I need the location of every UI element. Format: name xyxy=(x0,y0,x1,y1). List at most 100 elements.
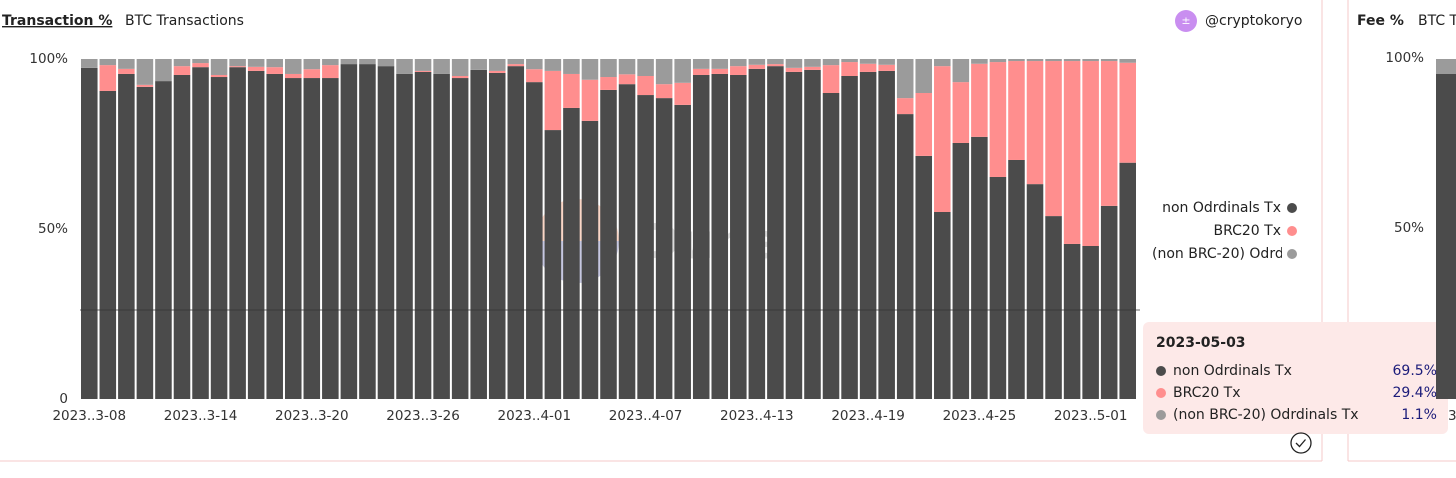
tooltip-value: 69.5% xyxy=(1393,363,1437,379)
bar-segment xyxy=(711,68,729,74)
bar-segment xyxy=(1063,243,1081,399)
bar-segment xyxy=(767,66,784,399)
bar-segment xyxy=(711,59,729,69)
bar-segment xyxy=(470,69,487,399)
bar-segment xyxy=(785,71,803,400)
bar-segment xyxy=(600,89,617,399)
bar-segment xyxy=(1026,59,1044,62)
bar-segment xyxy=(322,78,339,399)
tab[interactable]: BTC Transactions xyxy=(125,13,244,29)
bar-segment xyxy=(1063,61,1081,244)
bar-segment xyxy=(433,59,450,74)
bar-segment xyxy=(396,59,413,74)
second-active-tab[interactable]: Fee % xyxy=(1357,13,1404,29)
bar-segment xyxy=(229,67,246,399)
x-tick-label: 2023..3-20 xyxy=(275,408,349,424)
bar-segment xyxy=(1008,61,1025,160)
bar-segment xyxy=(303,78,321,399)
bar-segment xyxy=(971,136,988,400)
bar-segment xyxy=(488,72,506,399)
bar-segment xyxy=(896,114,914,399)
bar-segment xyxy=(266,67,283,74)
tooltip xyxy=(1143,322,1448,434)
bar-segment xyxy=(247,66,265,71)
second-y-tick-label: 100% xyxy=(1385,50,1424,66)
bar-segment xyxy=(99,59,117,66)
bar-segment xyxy=(785,59,803,68)
bar-segment xyxy=(878,64,895,71)
bar-segment xyxy=(637,76,654,96)
x-tick-label: 2023..4-25 xyxy=(943,408,1017,424)
bar-segment xyxy=(81,67,98,399)
x-tick-label: 2023..4-19 xyxy=(831,408,905,424)
bar-segment xyxy=(1119,59,1136,63)
bar-segment xyxy=(655,98,673,399)
bar-segment xyxy=(118,59,135,69)
bar-segment xyxy=(136,84,154,87)
bar-segment xyxy=(284,59,302,74)
bar-segment xyxy=(451,59,469,76)
bar-segment xyxy=(266,73,283,400)
bar-segment xyxy=(526,82,543,400)
bar-segment xyxy=(433,73,450,400)
x-tick-label: 2023..4-13 xyxy=(720,408,794,424)
bar-segment xyxy=(1119,162,1136,399)
bar-segment xyxy=(377,59,395,67)
bar-segment xyxy=(526,59,543,70)
tooltip-label: non Odrdinals Tx xyxy=(1173,363,1292,379)
bar-segment xyxy=(767,64,784,67)
second-tab[interactable]: BTC T xyxy=(1418,13,1456,29)
bar-segment xyxy=(247,70,265,400)
bar-segment xyxy=(637,59,654,76)
bar-segment xyxy=(674,82,691,105)
bar-segment xyxy=(173,66,191,75)
bar-segment xyxy=(859,71,877,400)
bar-segment xyxy=(451,76,469,79)
check-icon[interactable] xyxy=(1290,432,1312,454)
bar-segment xyxy=(451,78,469,399)
bar-segment xyxy=(1045,61,1062,217)
bar-segment xyxy=(192,59,209,64)
bar-segment xyxy=(952,82,970,143)
bar-segment xyxy=(711,73,729,400)
bar-segment xyxy=(284,78,302,399)
bar-segment xyxy=(841,62,858,76)
bar-segment xyxy=(748,68,766,400)
bar-segment xyxy=(804,69,821,399)
bar-segment xyxy=(637,95,654,399)
tooltip-dot xyxy=(1156,366,1166,376)
bar-segment xyxy=(878,70,895,400)
bar-segment xyxy=(692,74,710,399)
bar-segment xyxy=(581,79,599,121)
bar-segment xyxy=(581,59,599,80)
check-mark xyxy=(1295,439,1306,448)
bar-segment xyxy=(581,120,599,399)
bar-segment xyxy=(989,62,1007,177)
bar-segment xyxy=(322,65,339,79)
bar-segment xyxy=(730,74,747,399)
bar-segment xyxy=(1119,62,1136,163)
bar-segment xyxy=(303,69,321,79)
x-tick-label: 2023..3-26 xyxy=(386,408,460,424)
bar-segment xyxy=(507,59,525,65)
bar-segment xyxy=(934,66,951,212)
tooltip-dot xyxy=(1156,388,1166,398)
bar-segment xyxy=(470,59,487,70)
bar-segment xyxy=(841,59,858,63)
bar-segment xyxy=(600,59,617,78)
bar-segment xyxy=(414,71,432,400)
legend-label: BRC20 Tx xyxy=(1213,223,1281,239)
second-bar xyxy=(1436,74,1456,399)
bar-segment xyxy=(952,142,970,400)
x-tick-label: 2023..3-14 xyxy=(164,408,238,424)
bar-segment xyxy=(210,74,228,78)
bar-segment xyxy=(118,73,135,400)
bar-segment xyxy=(563,107,580,400)
active-tab[interactable]: Transaction % xyxy=(2,13,112,29)
bar-segment xyxy=(377,66,395,399)
author[interactable]: @cryptokoryo xyxy=(1205,13,1302,29)
bar-segment xyxy=(99,65,117,91)
bar-segment xyxy=(229,59,246,67)
bar-segment xyxy=(1026,61,1044,185)
